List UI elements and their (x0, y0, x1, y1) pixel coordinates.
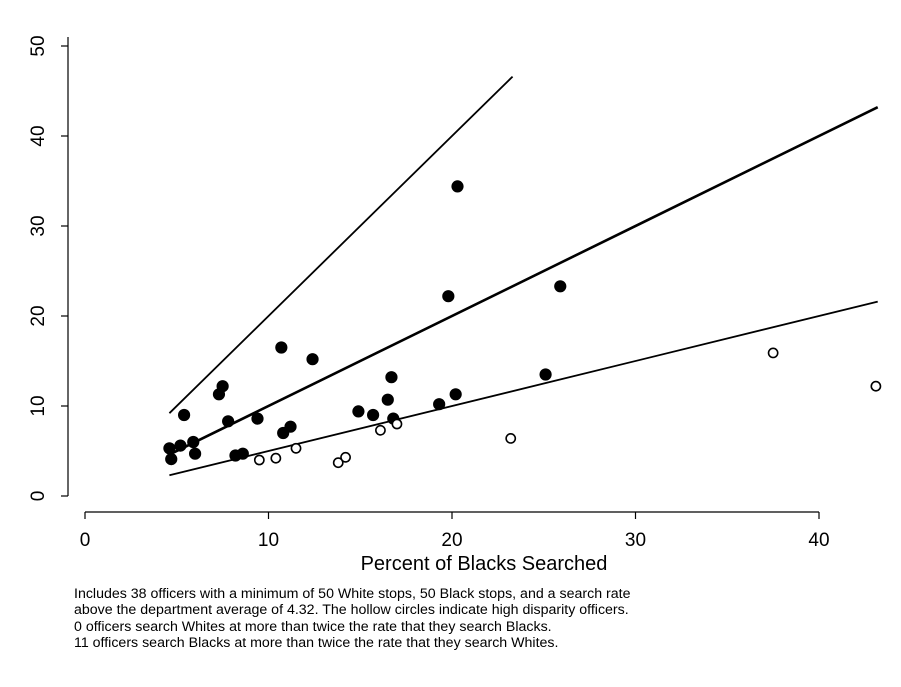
x-tick-label-10: 10 (258, 530, 279, 551)
filled-point-22 (433, 398, 446, 411)
plot-area (163, 75, 882, 477)
caption-line-4: 11 officers search Blacks at more than t… (74, 635, 559, 652)
filled-point-24 (449, 388, 462, 401)
filled-point-4 (177, 408, 191, 422)
filled-point-11 (236, 447, 249, 460)
filled-point-23 (442, 290, 455, 303)
filled-point-15 (284, 420, 297, 433)
filled-point-20 (385, 371, 398, 384)
x-tick-label-30: 30 (625, 530, 646, 551)
hollow-point-3 (290, 442, 302, 454)
y-tick-label-20: 20 (28, 305, 49, 326)
reference-line-3 (169, 300, 878, 477)
filled-point-8 (216, 380, 229, 393)
filled-point-2 (165, 453, 178, 466)
filled-point-3 (174, 439, 187, 452)
hollow-point-4 (332, 457, 344, 469)
hollow-point-2 (270, 452, 282, 464)
filled-point-17 (352, 405, 365, 418)
hollow-point-10 (870, 380, 882, 392)
filled-point-6 (189, 447, 202, 460)
hollow-point-5 (340, 451, 351, 463)
y-tick-label-50: 50 (28, 35, 49, 56)
axes: 0 10 20 30 40 50 0 10 20 30 40 Percent of Blacks Se… (28, 35, 830, 575)
y-tick-label-30: 30 (28, 215, 49, 236)
reference-line-1 (168, 75, 514, 414)
x-tick-label-20: 20 (441, 530, 462, 551)
filled-point-16 (306, 353, 319, 366)
caption-line-1: Includes 38 officers with a minimum of 5… (74, 586, 631, 602)
caption-line-3: 0 officers search Whites at more than tw… (74, 618, 552, 635)
y-tick-label-40: 40 (28, 125, 49, 146)
filled-point-25 (451, 180, 464, 193)
hollow-point-6 (375, 424, 386, 436)
filled-point-1 (163, 442, 176, 455)
chart-caption: Includes 38 officers with a minimum of 5… (74, 586, 894, 652)
filled-point-12 (251, 412, 264, 425)
hollow-point-9 (767, 347, 779, 359)
x-tick-label-0: 0 (80, 530, 91, 551)
caption-line-2: above the department average of 4.32. Th… (74, 602, 629, 619)
filled-point-9 (222, 415, 235, 428)
x-axis-title: Percent of Blacks Searched (361, 553, 608, 575)
filled-point-5 (187, 435, 200, 449)
filled-point-13 (275, 341, 288, 354)
hollow-point-8 (505, 432, 517, 444)
y-tick-label-0: 0 (28, 491, 49, 502)
x-tick-label-40: 40 (808, 530, 829, 551)
filled-point-18 (366, 408, 380, 422)
hollow-point-1 (253, 454, 265, 466)
filled-point-26 (539, 368, 552, 381)
filled-point-19 (381, 393, 394, 406)
hollow-point-7 (391, 418, 403, 430)
reference-line-2 (168, 106, 879, 456)
y-tick-label-10: 10 (28, 395, 49, 416)
filled-point-27 (554, 280, 567, 293)
